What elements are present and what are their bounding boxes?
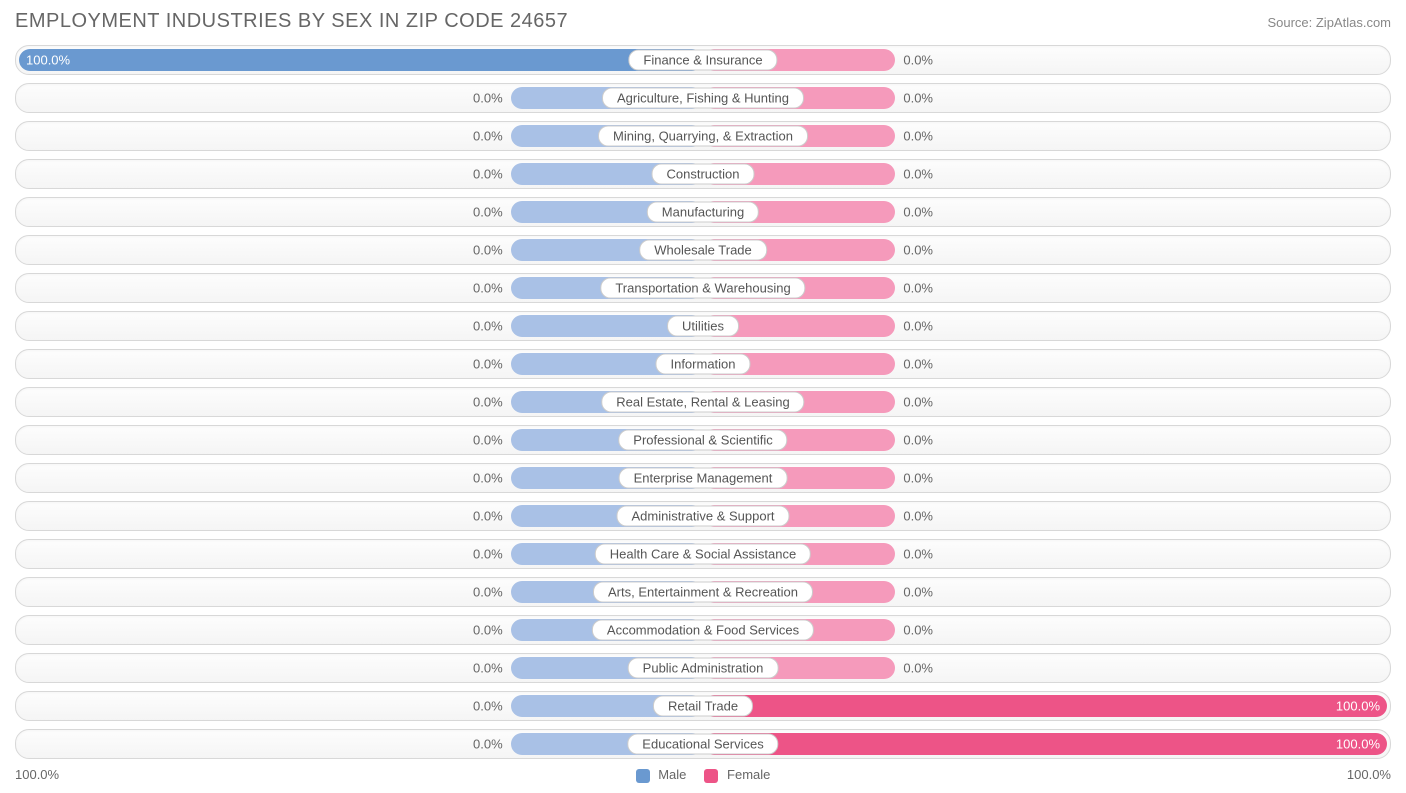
- category-label: Educational Services: [627, 734, 778, 755]
- male-pct-label: 0.0%: [473, 471, 503, 486]
- male-pct-label: 0.0%: [473, 319, 503, 334]
- header: EMPLOYMENT INDUSTRIES BY SEX IN ZIP CODE…: [15, 10, 1391, 33]
- category-label: Agriculture, Fishing & Hunting: [602, 88, 804, 109]
- category-label: Arts, Entertainment & Recreation: [593, 582, 813, 603]
- category-label: Mining, Quarrying, & Extraction: [598, 126, 808, 147]
- female-pct-label: 0.0%: [903, 243, 933, 258]
- male-pct-label: 0.0%: [473, 509, 503, 524]
- female-pct-label: 0.0%: [903, 509, 933, 524]
- male-pct-label: 0.0%: [473, 281, 503, 296]
- female-pct-label: 0.0%: [903, 91, 933, 106]
- category-label: Construction: [652, 164, 755, 185]
- category-label: Transportation & Warehousing: [600, 278, 805, 299]
- category-label: Administrative & Support: [616, 506, 789, 527]
- female-bar: [703, 733, 1387, 755]
- diverging-bar-chart: 100.0% 0.0% Finance & Insurance 0.0% 0.0% Agr…: [15, 45, 1391, 759]
- chart-row: 0.0% 100.0% Retail Trade: [15, 691, 1391, 721]
- category-label: Public Administration: [628, 658, 779, 679]
- female-pct-label: 100.0%: [1336, 699, 1380, 714]
- category-label: Wholesale Trade: [639, 240, 767, 261]
- chart-row: 0.0% 0.0% Wholesale Trade: [15, 235, 1391, 265]
- female-pct-label: 100.0%: [1336, 737, 1380, 752]
- female-pct-label: 0.0%: [903, 623, 933, 638]
- male-pct-label: 0.0%: [473, 737, 503, 752]
- female-bar: [703, 695, 1387, 717]
- legend-male-label: Male: [658, 767, 686, 782]
- legend: Male Female: [636, 767, 771, 783]
- male-pct-label: 100.0%: [26, 53, 70, 68]
- chart-row: 0.0% 0.0% Public Administration: [15, 653, 1391, 683]
- category-label: Finance & Insurance: [628, 50, 777, 71]
- chart-row: 0.0% 0.0% Accommodation & Food Services: [15, 615, 1391, 645]
- chart-title: EMPLOYMENT INDUSTRIES BY SEX IN ZIP CODE…: [15, 10, 568, 33]
- female-pct-label: 0.0%: [903, 129, 933, 144]
- chart-row: 0.0% 0.0% Enterprise Management: [15, 463, 1391, 493]
- female-pct-label: 0.0%: [903, 319, 933, 334]
- category-label: Accommodation & Food Services: [592, 620, 814, 641]
- chart-row: 0.0% 0.0% Arts, Entertainment & Recreation: [15, 577, 1391, 607]
- chart-row: 0.0% 0.0% Transportation & Warehousing: [15, 273, 1391, 303]
- legend-female: Female: [704, 767, 770, 783]
- category-label: Information: [655, 354, 750, 375]
- chart-row: 0.0% 0.0% Information: [15, 349, 1391, 379]
- source-label: Source: ZipAtlas.com: [1267, 15, 1391, 30]
- chart-row: 0.0% 0.0% Manufacturing: [15, 197, 1391, 227]
- male-pct-label: 0.0%: [473, 205, 503, 220]
- chart-row: 0.0% 0.0% Professional & Scientific: [15, 425, 1391, 455]
- category-label: Professional & Scientific: [618, 430, 787, 451]
- category-label: Enterprise Management: [619, 468, 788, 489]
- female-pct-label: 0.0%: [903, 585, 933, 600]
- chart-footer: 100.0% Male Female 100.0%: [15, 767, 1391, 783]
- category-label: Utilities: [667, 316, 739, 337]
- male-pct-label: 0.0%: [473, 91, 503, 106]
- male-pct-label: 0.0%: [473, 547, 503, 562]
- female-pct-label: 0.0%: [903, 53, 933, 68]
- chart-row: 0.0% 0.0% Agriculture, Fishing & Hunting: [15, 83, 1391, 113]
- male-pct-label: 0.0%: [473, 243, 503, 258]
- category-label: Real Estate, Rental & Leasing: [601, 392, 804, 413]
- chart-row: 0.0% 0.0% Real Estate, Rental & Leasing: [15, 387, 1391, 417]
- legend-male: Male: [636, 767, 687, 783]
- female-pct-label: 0.0%: [903, 167, 933, 182]
- female-pct-label: 0.0%: [903, 433, 933, 448]
- category-label: Manufacturing: [647, 202, 759, 223]
- female-pct-label: 0.0%: [903, 395, 933, 410]
- male-pct-label: 0.0%: [473, 395, 503, 410]
- female-pct-label: 0.0%: [903, 205, 933, 220]
- male-pct-label: 0.0%: [473, 129, 503, 144]
- male-pct-label: 0.0%: [473, 167, 503, 182]
- chart-row: 0.0% 0.0% Construction: [15, 159, 1391, 189]
- male-pct-label: 0.0%: [473, 661, 503, 676]
- female-pct-label: 0.0%: [903, 471, 933, 486]
- category-label: Retail Trade: [653, 696, 753, 717]
- chart-row: 0.0% 0.0% Administrative & Support: [15, 501, 1391, 531]
- chart-row: 0.0% 0.0% Health Care & Social Assistance: [15, 539, 1391, 569]
- male-pct-label: 0.0%: [473, 699, 503, 714]
- male-pct-label: 0.0%: [473, 433, 503, 448]
- category-label: Health Care & Social Assistance: [595, 544, 811, 565]
- axis-left-label: 100.0%: [15, 767, 59, 782]
- male-pct-label: 0.0%: [473, 585, 503, 600]
- male-pct-label: 0.0%: [473, 623, 503, 638]
- female-pct-label: 0.0%: [903, 661, 933, 676]
- chart-row: 0.0% 0.0% Utilities: [15, 311, 1391, 341]
- female-pct-label: 0.0%: [903, 357, 933, 372]
- male-pct-label: 0.0%: [473, 357, 503, 372]
- chart-row: 100.0% 0.0% Finance & Insurance: [15, 45, 1391, 75]
- female-pct-label: 0.0%: [903, 281, 933, 296]
- chart-row: 0.0% 0.0% Mining, Quarrying, & Extraction: [15, 121, 1391, 151]
- female-pct-label: 0.0%: [903, 547, 933, 562]
- axis-right-label: 100.0%: [1347, 767, 1391, 782]
- male-bar: [19, 49, 703, 71]
- chart-row: 0.0% 100.0% Educational Services: [15, 729, 1391, 759]
- legend-female-label: Female: [727, 767, 770, 782]
